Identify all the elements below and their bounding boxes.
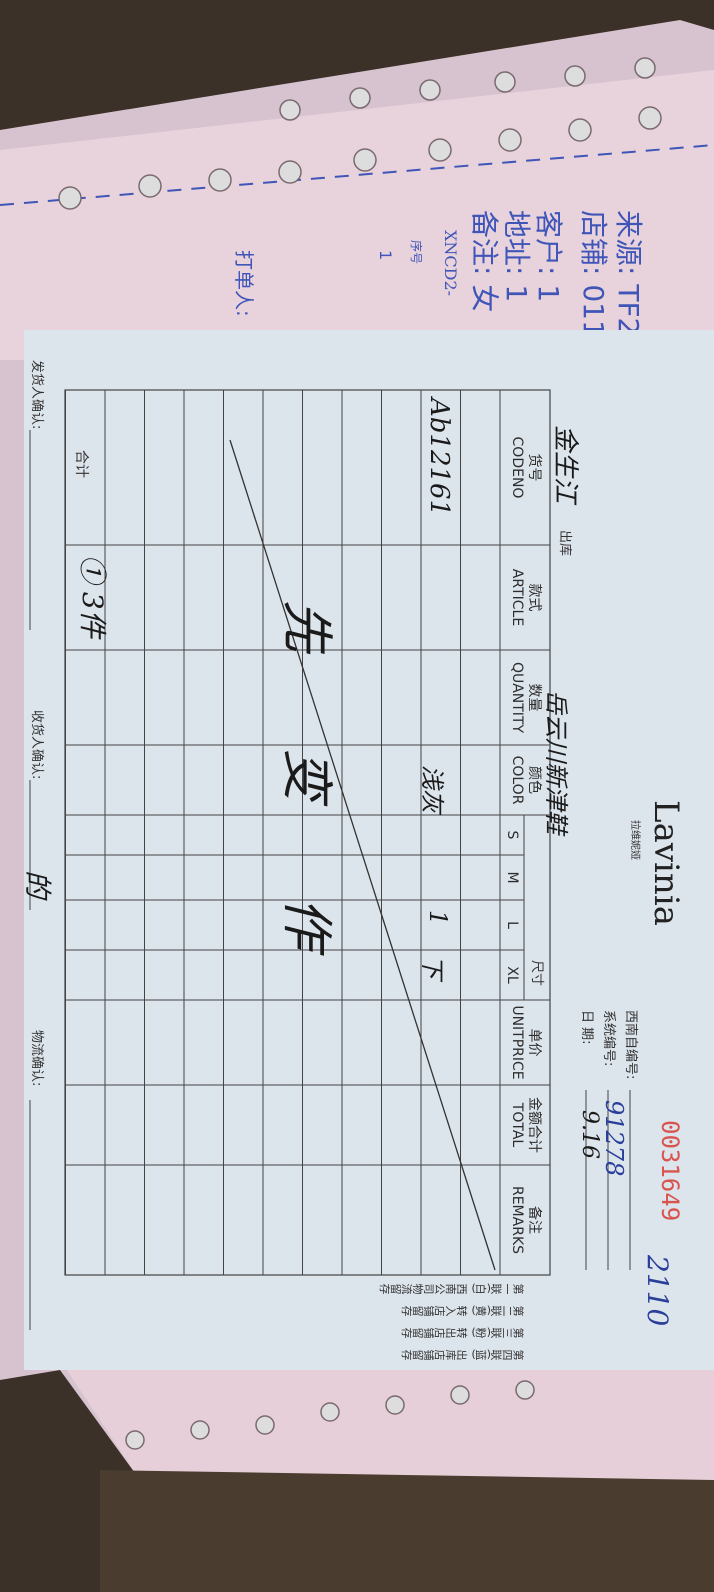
brand-cn: 拉维妮娅 xyxy=(629,820,640,860)
column-header-m: M xyxy=(503,855,520,900)
row1-size-m: 1 xyxy=(424,910,452,926)
printer-label: 打单人: xyxy=(232,250,256,317)
destination: 岳云川新津鞋 xyxy=(542,690,570,834)
copy-designation: 第二联(黄) 转入店铺留存 xyxy=(401,1304,524,1317)
column-header-en: L xyxy=(504,921,520,929)
column-header-remarks: 备注 REMARKS xyxy=(508,1165,542,1275)
copy-designation: 第三联(粉) 转出店铺留存 xyxy=(401,1326,524,1339)
serial-number: 0031649 xyxy=(656,1120,684,1222)
column-header-en: M xyxy=(504,871,520,884)
column-header-en: UNITPRICE xyxy=(509,1005,525,1080)
handwritten-corner: 2110 xyxy=(641,1255,674,1327)
column-header-en: XL xyxy=(504,966,520,984)
column-header-cn: 货号 xyxy=(526,453,542,482)
logistics-confirm-label: 物流确认: xyxy=(29,1030,44,1087)
column-header-en: REMARKS xyxy=(509,1185,525,1255)
punch-holes xyxy=(58,57,662,1450)
column-header-cn: 数量 xyxy=(526,683,542,712)
system-no-value: 91278 xyxy=(600,1100,628,1177)
seq-value: 1 xyxy=(376,250,395,261)
shop-name: 金生江 xyxy=(550,425,580,504)
pink-slip-front xyxy=(0,70,714,360)
size-group-label: 尺寸 xyxy=(529,960,544,987)
column-header-unitprice: 单价 UNITPRICE xyxy=(508,1000,542,1085)
column-header-en: TOTAL xyxy=(509,1102,525,1148)
receiver-signature: 的 xyxy=(21,870,54,899)
column-header-en: COLOR xyxy=(509,755,525,805)
system-no-label: 系统编号: xyxy=(601,1010,616,1067)
shipper-confirm-label: 发货人确认: xyxy=(29,360,44,430)
column-header-l: L xyxy=(503,900,520,950)
date-label: 日 期: xyxy=(579,1010,594,1045)
source-label: 来源: TF2 xyxy=(612,210,645,336)
column-header-article: 款式 ARTICLE xyxy=(508,545,542,650)
strike-through-line xyxy=(229,439,496,1271)
receiver-confirm-label: 收货人确认: xyxy=(29,710,44,780)
column-header-cn: 单价 xyxy=(526,1028,542,1057)
copy-designation: 第四联(蓝) 出库店铺留存 xyxy=(401,1348,524,1361)
column-header-en: S xyxy=(504,830,520,840)
doc-code: XNCD2- xyxy=(441,230,460,297)
column-header-xl: XL xyxy=(503,950,520,1000)
pink-slip-bottom xyxy=(60,1340,714,1490)
column-header-en: QUANTITY xyxy=(509,661,525,734)
row1-color: 浅灰 xyxy=(418,765,446,813)
column-header-cn: 颜色 xyxy=(526,766,542,794)
column-header-codeno: 货号 CODENO xyxy=(508,390,542,545)
column-header-quantity: 数量 QUANTITY xyxy=(508,650,542,745)
row1-size-l: 下 xyxy=(418,955,446,979)
total-article: ① 3件 xyxy=(76,555,109,638)
seq-header: 序号 xyxy=(409,240,423,265)
shop-label: 店铺: 011 xyxy=(577,210,610,338)
column-header-color: 颜色 COLOR xyxy=(508,745,542,815)
column-header-s: S xyxy=(503,815,520,855)
date-value: 9.16 xyxy=(577,1110,602,1159)
column-header-cn: 金额合计 xyxy=(526,1097,542,1153)
brand-logo: Lavinia xyxy=(646,800,686,926)
copy-designation: 第一联(白) 西南公司物流留存 xyxy=(379,1282,524,1295)
delivery-form: Lavinia 拉维妮娅 0031649 西南自编号: 系统编号: 91278 … xyxy=(21,330,714,1370)
total-label: 合计 xyxy=(73,450,89,478)
column-header-en: CODENO xyxy=(509,436,525,499)
southwest-no-label: 西南自编号: xyxy=(623,1010,638,1080)
column-header-total: 金额合计 TOTAL xyxy=(508,1085,542,1165)
outbound-label: 出库 xyxy=(557,530,572,557)
crossed-note: 先 变 作 xyxy=(276,600,336,990)
column-header-en: ARTICLE xyxy=(509,568,525,627)
row1-codeno: Ab12161 xyxy=(424,398,454,517)
column-header-cn: 备注 xyxy=(526,1206,542,1234)
column-header-cn: 款式 xyxy=(526,583,542,612)
form-table-grid xyxy=(29,389,631,1330)
remark-label: 备注: 女 xyxy=(468,210,501,313)
